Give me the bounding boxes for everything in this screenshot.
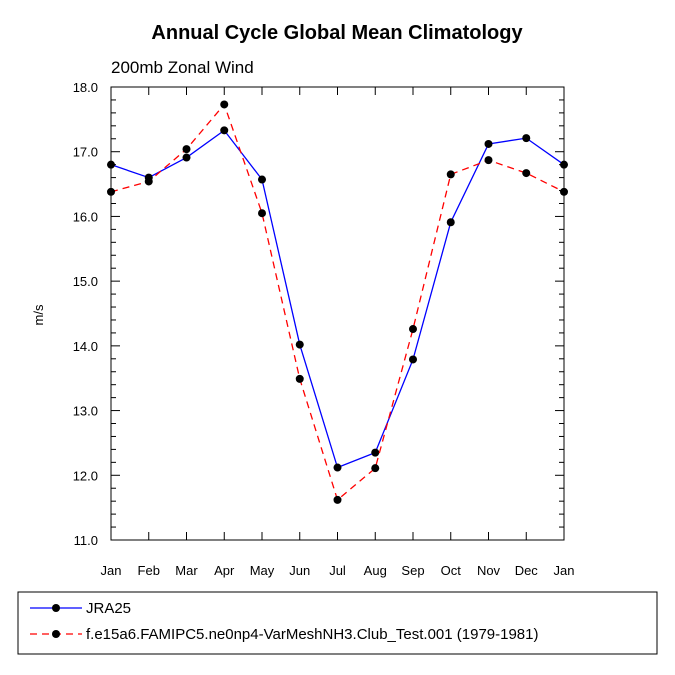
series-1-point <box>107 187 115 196</box>
series-0-point <box>220 126 229 135</box>
legend-entries: JRA25 f.e15a6.FAMIPC5.ne0np4-VarMeshNH3.C… <box>30 600 538 643</box>
x-tick-label: Jan <box>101 563 122 578</box>
series-1-point <box>484 156 493 165</box>
legend-label-1: f.e15a6.FAMIPC5.ne0np4-VarMeshNH3.Club_T… <box>86 626 538 643</box>
x-tick-label: Aug <box>364 563 387 578</box>
y-tick-label: 12.0 <box>73 468 98 483</box>
legend-label-0: JRA25 <box>86 600 131 617</box>
series-line-0 <box>110 129 565 469</box>
chart-subtitle: 200mb Zonal Wind <box>111 58 254 77</box>
y-tick-label: 14.0 <box>73 339 98 354</box>
series-0-point <box>446 218 455 227</box>
series-0-point <box>522 134 531 143</box>
x-tick-label: Nov <box>477 563 501 578</box>
series-1-point <box>144 177 153 186</box>
axis-ticks <box>110 86 565 541</box>
x-tick-label: May <box>250 563 275 578</box>
series-layer <box>107 100 568 504</box>
y-tick-label: 15.0 <box>73 274 98 289</box>
series-line-1 <box>110 103 565 502</box>
series-0-point <box>560 160 568 169</box>
y-tick-label: 18.0 <box>73 80 98 95</box>
series-0-point <box>484 139 493 148</box>
series-0-point <box>409 355 417 364</box>
x-tick-label: Dec <box>515 563 539 578</box>
series-1-point <box>258 209 266 218</box>
series-0-point <box>258 175 266 184</box>
y-tick-label: 11.0 <box>74 533 98 548</box>
y-tick-label: 16.0 <box>73 209 98 224</box>
tick-labels: Jan Feb Mar Apr May Jun Jul Aug Sep Oct Nov Dec Jan1… <box>73 80 575 578</box>
x-tick-label: Jun <box>289 563 310 578</box>
series-1-point <box>409 325 417 334</box>
series-1-point <box>333 495 342 504</box>
chart-title: Annual Cycle Global Mean Climatology <box>151 22 523 44</box>
series-0-point <box>295 340 304 349</box>
series-1-point <box>560 187 568 196</box>
series-1-point <box>371 464 380 473</box>
x-tick-label: Sep <box>401 563 424 578</box>
y-axis-label: m/s <box>31 304 46 325</box>
x-tick-label: Oct <box>441 563 462 578</box>
x-tick-label: Feb <box>138 563 160 578</box>
x-tick-label: Apr <box>214 563 235 578</box>
series-1-point <box>220 100 229 109</box>
series-1-point <box>446 170 455 179</box>
legend-marker-1 <box>52 630 60 638</box>
legend-box <box>17 591 658 655</box>
series-0-point <box>182 153 191 162</box>
y-tick-label: 17.0 <box>73 145 98 160</box>
series-1-point <box>522 169 531 178</box>
legend: JRA25 f.e15a6.FAMIPC5.ne0np4-VarMeshNH3.C… <box>17 591 658 655</box>
series-0-point <box>107 160 115 169</box>
x-tick-label: Mar <box>175 563 198 578</box>
y-tick-label: 13.0 <box>73 404 98 419</box>
x-tick-label: Jan <box>554 563 575 578</box>
series-1-point <box>182 145 191 154</box>
legend-marker-0 <box>52 604 60 612</box>
series-1-point <box>295 374 304 383</box>
x-tick-label: Jul <box>329 563 346 578</box>
series-0-point <box>371 448 380 457</box>
series-0-point <box>333 463 342 472</box>
plot-area-frame <box>110 86 565 541</box>
